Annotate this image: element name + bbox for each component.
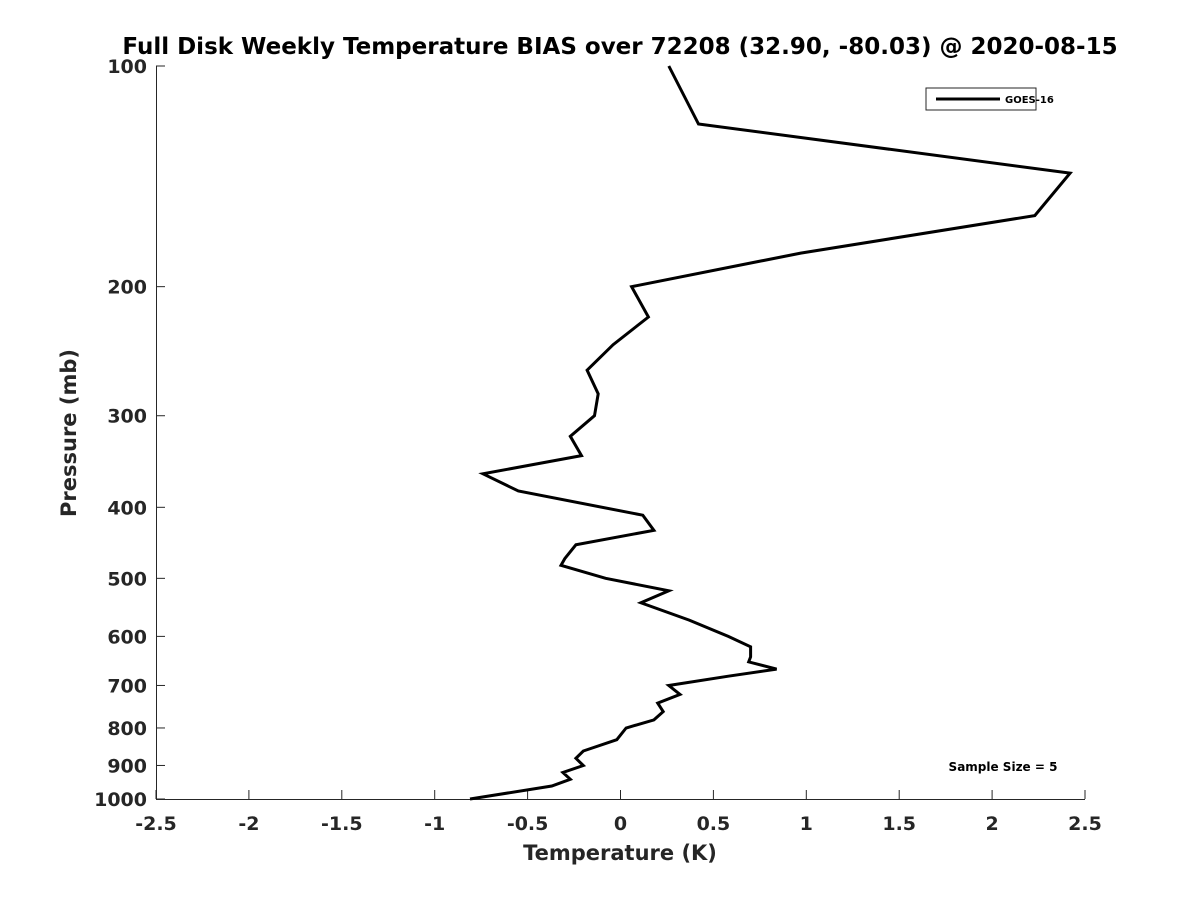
series-group xyxy=(469,65,1073,801)
y-tick-label: 600 xyxy=(107,626,147,648)
sample-size-annotation: Sample Size = 5 xyxy=(949,760,1058,774)
y-tick-label: 700 xyxy=(107,675,147,697)
x-tick-label: -1.5 xyxy=(321,813,363,835)
x-tick-label: 2.5 xyxy=(1068,813,1102,835)
y-tick-label: 400 xyxy=(107,497,147,519)
y-tick-label: 200 xyxy=(107,277,147,299)
y-tick-label: 800 xyxy=(107,718,147,740)
y-ticks: 100 200 300 400 500 600 700 800 900 1000 xyxy=(94,56,165,811)
y-tick-label: 300 xyxy=(107,406,147,428)
y-tick-label: 500 xyxy=(107,568,147,590)
y-axis-label: Pressure (mb) xyxy=(57,349,81,517)
x-tick-label: 2 xyxy=(985,813,998,835)
x-tick-label: 0 xyxy=(614,813,627,835)
x-tick-label: -2.5 xyxy=(135,813,177,835)
x-tick-label: 1 xyxy=(800,813,813,835)
x-tick-label: 0.5 xyxy=(697,813,731,835)
chart-title: Full Disk Weekly Temperature BIAS over 7… xyxy=(122,34,1117,60)
x-tick-label: -2 xyxy=(238,813,259,835)
legend-label-goes-16: GOES-16 xyxy=(1005,95,1054,106)
x-axis-label: Temperature (K) xyxy=(523,841,717,865)
x-tick-label: -0.5 xyxy=(507,813,549,835)
x-ticks: -2.5 -2 -1.5 -1 -0.5 0 0.5 1 1.5 2 2.5 xyxy=(135,790,1102,835)
y-tick-label: 100 xyxy=(107,56,147,78)
x-tick-label: -1 xyxy=(424,813,445,835)
y-tick-label: 1000 xyxy=(94,789,147,811)
legend: GOES-16 xyxy=(925,87,1054,111)
series-line-goes-16 xyxy=(469,65,1073,801)
y-tick-label: 900 xyxy=(107,755,147,777)
x-tick-label: 1.5 xyxy=(882,813,916,835)
axes xyxy=(156,66,1085,800)
